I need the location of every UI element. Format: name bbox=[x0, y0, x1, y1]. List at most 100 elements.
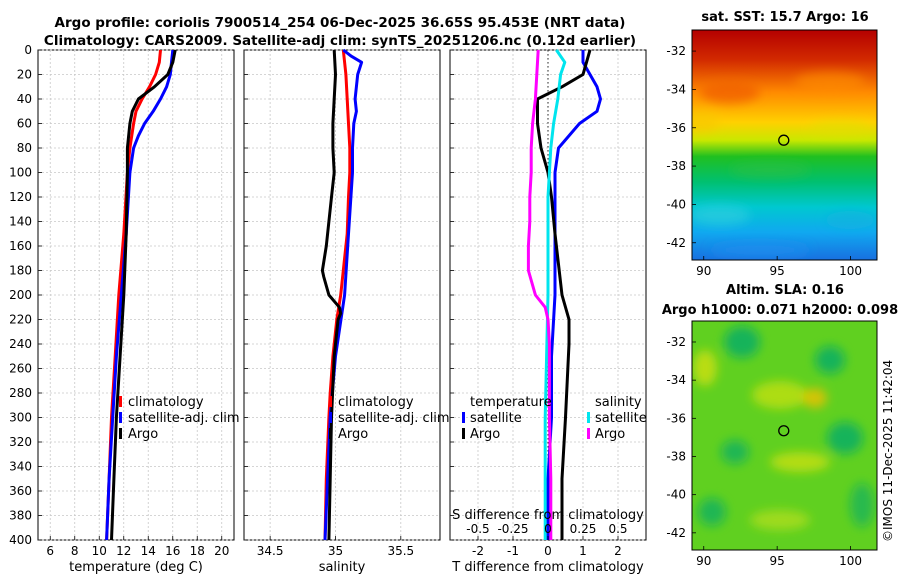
x-tick-label: 16 bbox=[165, 544, 180, 558]
x-tick-label: 14 bbox=[141, 544, 156, 558]
sla-texture bbox=[693, 326, 874, 530]
map-x-tick-label: 90 bbox=[696, 554, 711, 568]
legend-label-t-argo: Argo bbox=[470, 427, 500, 442]
x-tick-label: 34.5 bbox=[257, 544, 284, 558]
depth-tick-label: 0 bbox=[24, 43, 32, 57]
map-x-tick-label: 95 bbox=[770, 554, 785, 568]
s-tick-label: 0.25 bbox=[570, 522, 597, 536]
depth-tick-label: 260 bbox=[9, 362, 32, 376]
x-tick-label: 35 bbox=[328, 544, 343, 558]
sst-map bbox=[692, 30, 877, 260]
legend-label-argo: Argo bbox=[128, 427, 158, 442]
x-tick-label: 20 bbox=[214, 544, 229, 558]
profile-line-satellite-adj-clim bbox=[105, 49, 175, 541]
t-difference-x-label: T difference from climatology bbox=[451, 560, 644, 575]
legend-label-satellite: satellite-adj. clim bbox=[338, 411, 450, 426]
x-tick-label: 0 bbox=[544, 544, 552, 558]
profile-line-t-satellite bbox=[546, 50, 602, 540]
x-tick-label: 35.5 bbox=[387, 544, 414, 558]
x-tick-label: -2 bbox=[472, 544, 484, 558]
map-y-tick-label: -32 bbox=[666, 44, 686, 58]
x-tick-label: 6 bbox=[46, 544, 54, 558]
sst-map-title: sat. SST: 15.7 Argo: 16 bbox=[701, 10, 868, 25]
depth-tick-label: 360 bbox=[9, 484, 32, 498]
temperature-profiles bbox=[105, 49, 177, 541]
legend-swatch-argo bbox=[119, 428, 122, 439]
legend-swatch-climatology bbox=[119, 396, 122, 407]
sla-map-title: Altim. SLA: 0.16 bbox=[726, 283, 844, 298]
legend-swatch-argo bbox=[329, 428, 332, 439]
temperature-legend: climatology satellite-adj. clim Argo bbox=[119, 395, 240, 442]
map-y-tick-label: -38 bbox=[666, 449, 686, 463]
legend-label-climatology: climatology bbox=[338, 395, 414, 410]
profile-line-argo bbox=[110, 49, 177, 541]
legend-title-salinity: salinity bbox=[595, 395, 642, 410]
salinity-x-label: salinity bbox=[319, 560, 366, 575]
map-x-tick-label: 95 bbox=[770, 264, 785, 278]
depth-tick-label: 120 bbox=[9, 190, 32, 204]
legend-swatch-t-satellite bbox=[462, 412, 465, 423]
map-y-tick-label: -40 bbox=[666, 488, 686, 502]
header-line-1: Argo profile: coriolis 7900514_254 06-De… bbox=[55, 15, 626, 31]
depth-tick-label: 200 bbox=[9, 288, 32, 302]
map-y-tick-label: -36 bbox=[666, 121, 686, 135]
map-y-tick-label: -32 bbox=[666, 335, 686, 349]
legend-swatch-satellite bbox=[329, 412, 332, 423]
s-tick-label: 0 bbox=[544, 522, 552, 536]
header-line-2: Climatology: CARS2009. Satellite-adj cli… bbox=[44, 33, 636, 49]
depth-tick-label: 220 bbox=[9, 313, 32, 327]
s-difference-label: S difference from climatology bbox=[452, 508, 644, 523]
s-tick-label: -0.5 bbox=[466, 522, 489, 536]
sla-map-subtitle: Argo h1000: 0.071 h2000: 0.098 bbox=[662, 303, 898, 318]
depth-tick-label: 300 bbox=[9, 411, 32, 425]
map-y-tick-label: -40 bbox=[666, 197, 686, 211]
map-x-tick-label: 100 bbox=[839, 554, 862, 568]
temperature-x-label: temperature (deg C) bbox=[69, 560, 203, 575]
sst-map-ticks: 90 95 100 -32 -34 -36 -38 -40 -42 bbox=[666, 44, 862, 278]
temperature-grid bbox=[38, 49, 234, 541]
salinity-legend: climatology satellite-adj. clim Argo bbox=[329, 395, 450, 442]
depth-tick-label: 240 bbox=[9, 337, 32, 351]
legend-swatch-t-argo bbox=[462, 428, 465, 439]
sla-map-frame bbox=[691, 320, 878, 551]
s-tick-label: 0.5 bbox=[608, 522, 627, 536]
x-tick-label: -1 bbox=[507, 544, 519, 558]
sst-argo-location-marker bbox=[778, 134, 790, 146]
depth-tick-label: 160 bbox=[9, 239, 32, 253]
sla-argo-location-marker bbox=[778, 425, 790, 437]
temperature-x-ticks: 6 8 10 12 14 16 18 20 bbox=[46, 536, 229, 558]
depth-tick-label: 280 bbox=[9, 386, 32, 400]
depth-axis: 0 20 40 60 80 100 120 140 160 180 200 220 240 260 280 3… bbox=[9, 43, 454, 547]
map-y-tick-label: -34 bbox=[666, 373, 686, 387]
legend-label-t-satellite: satellite bbox=[470, 411, 522, 426]
depth-tick-label: 20 bbox=[17, 68, 32, 82]
difference-legend: temperature satellite Argo salinity sate… bbox=[462, 395, 647, 442]
x-tick-label: 8 bbox=[71, 544, 79, 558]
x-tick-label: 1 bbox=[579, 544, 587, 558]
legend-label-s-satellite: satellite bbox=[595, 411, 647, 426]
depth-tick-label: 180 bbox=[9, 264, 32, 278]
depth-tick-label: 320 bbox=[9, 435, 32, 449]
sla-map-ticks: 90 95 100 -32 -34 -36 -38 -40 -42 bbox=[666, 335, 862, 568]
legend-swatch-s-satellite bbox=[587, 412, 590, 423]
s-tick-label: -0.25 bbox=[497, 522, 528, 536]
x-tick-label: 2 bbox=[614, 544, 622, 558]
legend-swatch-climatology bbox=[329, 396, 332, 407]
map-y-tick-label: -42 bbox=[666, 236, 686, 250]
salinity-grid bbox=[244, 49, 440, 541]
x-tick-label: 12 bbox=[116, 544, 131, 558]
legend-label-satellite: satellite-adj. clim bbox=[128, 411, 240, 426]
map-y-tick-label: -38 bbox=[666, 159, 686, 173]
difference-profiles bbox=[526, 49, 602, 540]
depth-tick-label: 400 bbox=[9, 533, 32, 547]
map-y-tick-label: -36 bbox=[666, 411, 686, 425]
legend-label-climatology: climatology bbox=[128, 395, 204, 410]
depth-tick-label: 380 bbox=[9, 509, 32, 523]
profile-line-s-argo bbox=[526, 49, 553, 540]
legend-label-argo: Argo bbox=[338, 427, 368, 442]
sst-map-frame bbox=[691, 29, 878, 261]
imos-watermark: ©IMOS 11-Dec-2025 11:42:04 bbox=[881, 360, 895, 542]
profile-line-s-satellite bbox=[543, 49, 567, 540]
depth-tick-label: 60 bbox=[17, 117, 32, 131]
